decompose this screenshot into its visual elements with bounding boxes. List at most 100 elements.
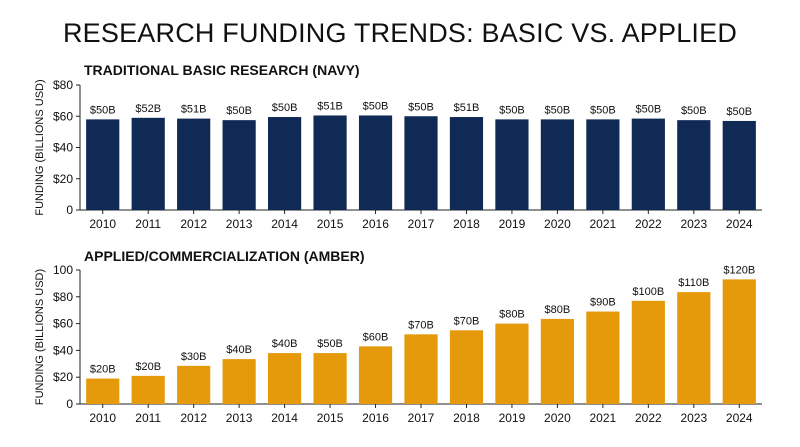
applied-bar-label-2018: $70B <box>454 315 480 327</box>
applied-x-tick-label-2018: 2018 <box>453 411 480 425</box>
basic-x-tick-label-2013: 2013 <box>226 217 253 231</box>
applied-y-tick-label: $60 <box>53 317 73 331</box>
basic-bar-2012 <box>177 118 211 210</box>
applied-x-tick-label-2016: 2016 <box>362 411 389 425</box>
basic-bar-label-2015: $51B <box>317 100 343 112</box>
applied-bar-label-2011: $20B <box>135 361 161 373</box>
basic-bar-2010 <box>86 119 120 210</box>
basic-x-tick-label-2015: 2015 <box>317 217 344 231</box>
applied-y-tick-label: $80 <box>53 290 73 304</box>
basic-x-tick-label-2024: 2024 <box>726 217 753 231</box>
basic-y-tick-label: $60 <box>53 109 73 123</box>
basic-x-tick-label-2016: 2016 <box>362 217 389 231</box>
applied-y-axis-title: FUNDING (BILLIONS USD) <box>34 269 46 405</box>
applied-x-tick-label-2013: 2013 <box>226 411 253 425</box>
applied-x-tick-label-2012: 2012 <box>180 411 207 425</box>
basic-bar-label-2022: $50B <box>635 104 661 116</box>
applied-x-tick-label-2021: 2021 <box>590 411 617 425</box>
applied-bar-label-2022: $100B <box>632 286 664 298</box>
applied-y-tick-label: 0 <box>66 397 73 411</box>
applied-x-tick-label-2017: 2017 <box>408 411 435 425</box>
applied-bar-label-2013: $40B <box>226 344 252 356</box>
basic-bar-label-2014: $50B <box>272 102 298 114</box>
chart-main-title: RESEARCH FUNDING TRENDS: BASIC VS. APPLI… <box>62 18 738 48</box>
basic-x-tick-label-2018: 2018 <box>453 217 480 231</box>
applied-bar-label-2019: $80B <box>499 309 525 321</box>
basic-x-tick-label-2010: 2010 <box>89 217 116 231</box>
applied-bar-2017 <box>404 334 438 404</box>
applied-bar-2019 <box>495 323 529 404</box>
applied-research-panel-title: APPLIED/COMMERCIALIZATION (AMBER) <box>84 248 365 264</box>
basic-y-tick-label: $40 <box>53 141 73 155</box>
applied-bar-label-2023: $110B <box>678 277 709 289</box>
basic-bar-label-2019: $50B <box>499 104 525 116</box>
basic-x-tick-label-2014: 2014 <box>271 217 298 231</box>
basic-x-tick-label-2022: 2022 <box>635 217 662 231</box>
applied-bar-label-2017: $70B <box>408 319 434 331</box>
basic-bar-label-2021: $50B <box>590 104 616 116</box>
basic-research-panel-title: TRADITIONAL BASIC RESEARCH (NAVY) <box>84 62 360 78</box>
applied-x-tick-label-2010: 2010 <box>89 411 116 425</box>
basic-x-tick-label-2023: 2023 <box>680 217 707 231</box>
applied-bar-2013 <box>222 359 256 404</box>
applied-x-tick-label-2014: 2014 <box>271 411 298 425</box>
basic-bar-label-2010: $50B <box>90 104 116 116</box>
basic-bar-label-2020: $50B <box>545 104 571 116</box>
applied-research-chart: 0 $20 $40 $60 $80 100 FUNDING (BILLIONS USD) $2… <box>34 263 762 425</box>
applied-bar-2023 <box>677 292 711 404</box>
basic-y-tick-label: $80 <box>53 78 73 92</box>
basic-bar-label-2012: $51B <box>181 104 207 116</box>
basic-x-tick-label-2017: 2017 <box>408 217 435 231</box>
basic-bar-2017 <box>404 116 438 210</box>
applied-bar-label-2020: $80B <box>545 304 571 316</box>
applied-x-tick-label-2023: 2023 <box>680 411 707 425</box>
applied-y-tick-label: 100 <box>53 263 73 277</box>
applied-bar-label-2021: $90B <box>590 297 616 309</box>
basic-x-tick-label-2020: 2020 <box>544 217 571 231</box>
basic-bar-label-2017: $50B <box>408 101 434 113</box>
applied-x-tick-label-2020: 2020 <box>544 411 571 425</box>
applied-bar-label-2010: $20B <box>90 364 116 376</box>
basic-bar-2016 <box>358 115 393 210</box>
applied-bar-2021 <box>586 311 620 404</box>
basic-bar-label-2016: $50B <box>363 100 389 112</box>
applied-x-tick-label-2022: 2022 <box>635 411 662 425</box>
basic-bar-2023 <box>677 120 711 210</box>
basic-bar-2024 <box>722 120 756 210</box>
applied-bar-2012 <box>177 365 211 404</box>
basic-bar-2019 <box>495 119 529 210</box>
applied-bar-label-2015: $50B <box>317 338 343 350</box>
basic-x-tick-label-2011: 2011 <box>135 217 161 231</box>
applied-bar-2010 <box>86 378 120 404</box>
basic-bar-label-2023: $50B <box>681 105 707 117</box>
applied-x-tick-label-2015: 2015 <box>317 411 344 425</box>
applied-bar-label-2012: $30B <box>181 351 207 363</box>
basic-y-tick-label: 0 <box>66 203 73 217</box>
basic-bar-2015 <box>313 115 347 210</box>
basic-bar-label-2013: $50B <box>226 105 252 117</box>
applied-bar-2022 <box>631 300 665 404</box>
basic-x-tick-label-2019: 2019 <box>499 217 526 231</box>
applied-y-tick-label: $40 <box>53 343 73 357</box>
basic-x-tick-label-2012: 2012 <box>180 217 207 231</box>
basic-bar-2021 <box>586 119 620 210</box>
basic-bar-2022 <box>631 118 665 210</box>
basic-bar-label-2018: $51B <box>454 102 480 114</box>
applied-bar-2020 <box>540 318 574 404</box>
basic-bar-label-2024: $50B <box>726 106 752 118</box>
basic-x-tick-label-2021: 2021 <box>590 217 617 231</box>
applied-bar-2024 <box>722 279 756 404</box>
applied-bar-2015 <box>313 353 347 404</box>
basic-y-axis-title: FUNDING (BILLIONS USD) <box>34 79 46 215</box>
basic-bar-2014 <box>268 117 302 210</box>
applied-bar-label-2014: $40B <box>272 338 298 350</box>
basic-y-tick-label: $20 <box>53 172 73 186</box>
applied-bar-2016 <box>358 346 393 404</box>
applied-x-tick-label-2019: 2019 <box>499 411 526 425</box>
basic-research-chart: 0 $20 $40 $60 $80 FUNDING (BILLIONS USD) $50B 2… <box>34 78 762 231</box>
applied-bar-2014 <box>268 353 302 404</box>
basic-bar-2011 <box>131 117 165 210</box>
basic-bar-2018 <box>449 117 484 210</box>
applied-bar-label-2024: $120B <box>723 264 755 276</box>
applied-y-tick-label: $20 <box>53 370 73 384</box>
